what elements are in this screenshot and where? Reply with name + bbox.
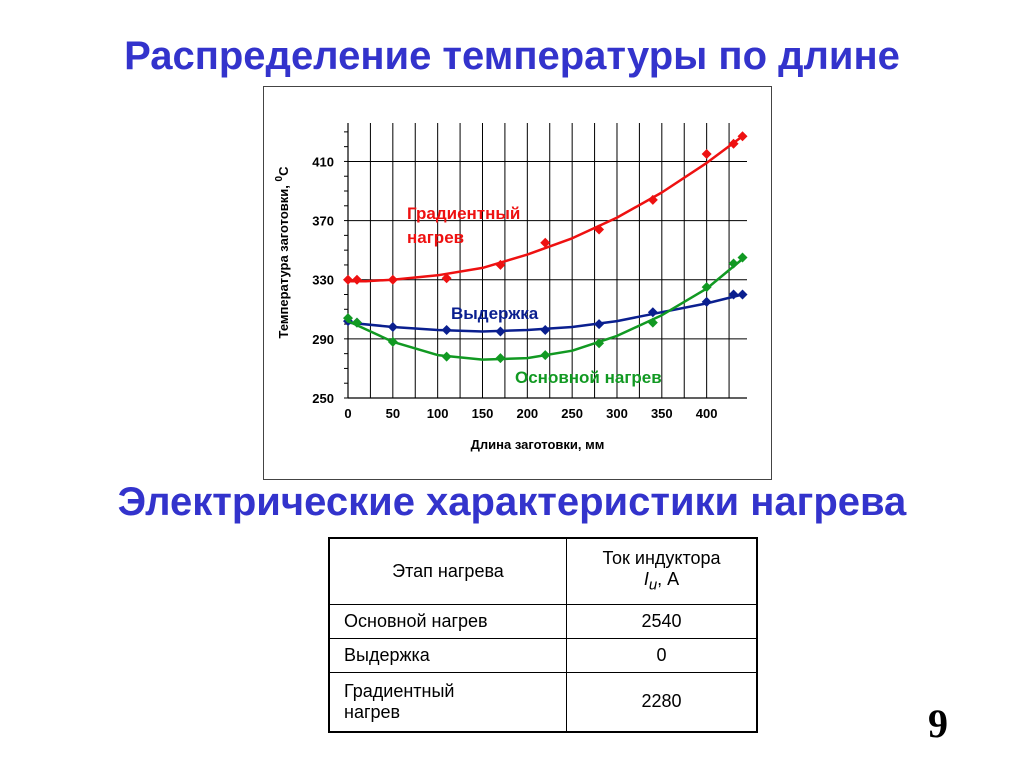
row-stage: Градиентный нагрев [328,671,567,733]
row-stage: Выдержка [328,637,567,673]
data-point [540,237,551,248]
series-label: Основной нагрев [515,368,662,387]
data-point [351,274,362,285]
row-value: 2280 [566,671,758,733]
data-point [343,274,353,285]
header-current-label: Ток индуктора [602,548,721,569]
data-point [701,282,712,293]
y-tick-label: 370 [312,214,334,229]
table-header-row: Этап нагрева Ток индуктора Iu, А [328,537,758,605]
data-point [351,317,362,328]
y-tick-label: 330 [312,273,334,288]
table-title: Электрические характеристики нагрева [117,480,907,524]
series-line [347,258,744,361]
data-point [495,259,506,270]
y-tick-label: 250 [312,391,334,406]
data-point [441,273,452,284]
x-tick-label: 400 [696,406,718,421]
series-label: Градиентный нагрев [407,204,520,247]
electrical-characteristics-table: Этап нагрева Ток индуктора Iu, А Основно… [328,537,758,733]
x-tick-label: 200 [516,406,538,421]
series-label: Выдержка [451,304,539,323]
y-tick-label: 290 [312,332,334,347]
x-tick-label: 150 [472,406,494,421]
x-tick-label: 350 [651,406,673,421]
x-axis-label: Длина заготовки, мм [471,437,605,452]
data-point [594,338,605,349]
row-stage-line2: нагрев [344,701,401,722]
data-point [387,336,398,347]
data-point [540,350,551,361]
data-point [647,307,658,318]
data-point [594,319,605,330]
header-current: Ток индуктора Iu, А [566,537,758,605]
x-tick-label: 50 [386,406,400,421]
temperature-chart: 0 50 100 150 200 250 300 350 400 250 290 330 370 410 Д… [274,123,748,452]
row-value: 2540 [566,603,758,639]
data-point [495,353,506,364]
header-current-unit: , А [657,569,680,590]
series-line [348,135,744,283]
page-number: 9 [928,701,948,746]
row-value: 0 [566,637,758,673]
y-tick-label: 410 [312,154,334,169]
data-point [441,324,452,335]
x-tick-label: 300 [606,406,628,421]
row-stage-line1: Градиентный [344,680,455,701]
table-row: Основной нагрев 2540 [328,603,758,639]
header-current-symbol: I [643,569,649,590]
data-point [343,313,353,324]
data-point [647,194,658,205]
data-point [495,326,506,337]
table-row: Выдержка 0 [328,637,758,673]
chart-title: Распределение температуры по длине [124,34,900,78]
data-point [737,131,748,142]
header-stage: Этап нагрева [328,537,567,605]
chart-frame: 0 50 100 150 200 250 300 350 400 250 290 330 370 410 Д… [263,86,772,480]
data-point [728,138,739,149]
x-tick-label: 100 [427,406,449,421]
data-point [737,289,748,300]
data-point [701,149,712,160]
table-row: Градиентный нагрев 2280 [328,671,758,733]
x-tick-label: 0 [344,406,351,421]
series-line [347,293,743,333]
y-axis-label: Температура заготовки, 0C [274,166,291,339]
data-point [387,322,398,333]
x-tick-label: 250 [561,406,583,421]
row-stage: Основной нагрев [328,603,567,639]
data-point [387,274,398,285]
data-point [728,258,739,269]
data-point [540,324,551,335]
data-point [701,296,712,307]
data-point [441,351,452,362]
data-point [594,224,605,235]
data-point [737,252,748,263]
data-point [728,289,739,300]
data-point [647,317,658,328]
header-current-subscript: u [648,577,658,595]
